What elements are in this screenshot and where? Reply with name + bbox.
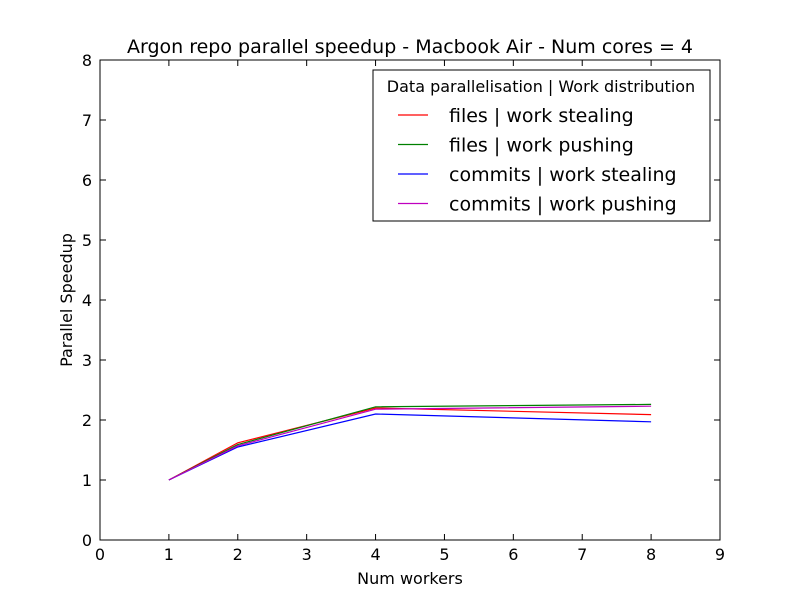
y-tick-label: 0 <box>82 531 92 550</box>
y-tick-label: 2 <box>82 411 92 430</box>
x-tick-label: 5 <box>439 545 449 564</box>
x-tick-label: 6 <box>508 545 518 564</box>
legend: Data parallelisation | Work distribution… <box>372 69 711 222</box>
x-tick-label: 2 <box>233 545 243 564</box>
legend-title: Data parallelisation | Work distribution <box>387 77 695 96</box>
chart-title: Argon repo parallel speedup - Macbook Ai… <box>127 36 693 58</box>
y-tick-label: 1 <box>82 471 92 490</box>
legend-label: commits | work pushing <box>449 194 677 216</box>
y-tick-label: 3 <box>82 351 92 370</box>
x-tick-label: 7 <box>577 545 587 564</box>
y-tick-label: 4 <box>82 291 92 310</box>
legend-box <box>372 69 711 222</box>
y-tick-label: 6 <box>82 171 92 190</box>
x-axis-label: Num workers <box>357 569 463 588</box>
series-lines <box>168 403 652 481</box>
legend-entries: files | work stealing files | work pushin… <box>398 105 677 216</box>
y-tick-label: 5 <box>82 231 92 250</box>
x-tick-label: 0 <box>95 545 105 564</box>
series-line-commits-work-pushing <box>168 405 652 481</box>
x-tick-label: 9 <box>715 545 725 564</box>
x-tick-label: 1 <box>164 545 174 564</box>
legend-label: files | work stealing <box>449 105 634 127</box>
x-tick-label: 4 <box>370 545 380 564</box>
y-tick-label: 7 <box>82 111 92 130</box>
x-axis-ticks: 0 1 2 3 4 5 6 7 8 9 <box>95 60 725 564</box>
x-tick-label: 3 <box>302 545 312 564</box>
legend-label: commits | work stealing <box>449 164 677 186</box>
y-axis-label: Parallel Speedup <box>57 233 76 367</box>
legend-label: files | work pushing <box>449 135 634 157</box>
x-tick-label: 8 <box>646 545 656 564</box>
plot-area: 0 1 2 3 4 5 6 7 8 9 0 1 2 3 4 5 6 7 8 <box>82 51 725 564</box>
y-axis-ticks: 0 1 2 3 4 5 6 7 8 <box>82 51 720 550</box>
y-tick-label: 8 <box>82 51 92 70</box>
